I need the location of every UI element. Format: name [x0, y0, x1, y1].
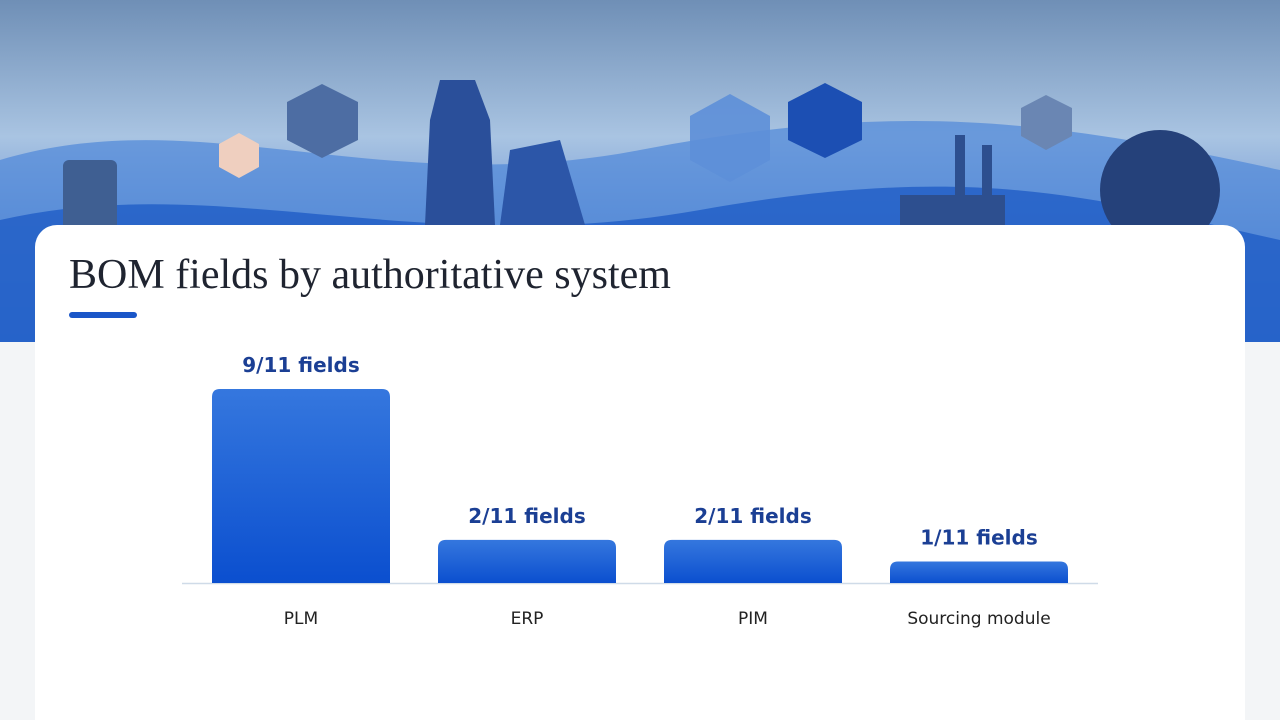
title-accent [69, 312, 137, 318]
chart-title: BOM fields by authoritative system [69, 252, 671, 298]
x-tick-label: ERP [511, 609, 544, 629]
value-label: 1/11 fields [920, 525, 1037, 549]
card [35, 225, 1245, 720]
value-label: 2/11 fields [694, 504, 811, 528]
bar [438, 539, 616, 583]
bar [212, 389, 390, 583]
x-tick-label: Sourcing module [907, 609, 1050, 629]
x-tick-label: PIM [738, 609, 768, 629]
plot: 9/11 fields PLM 2/11 fields ERP 2/11 fields P… [212, 353, 1068, 629]
bar [664, 539, 842, 583]
bar [890, 561, 1068, 583]
x-tick-label: PLM [284, 609, 318, 629]
value-label: 2/11 fields [468, 504, 585, 528]
value-label: 9/11 fields [242, 353, 359, 377]
